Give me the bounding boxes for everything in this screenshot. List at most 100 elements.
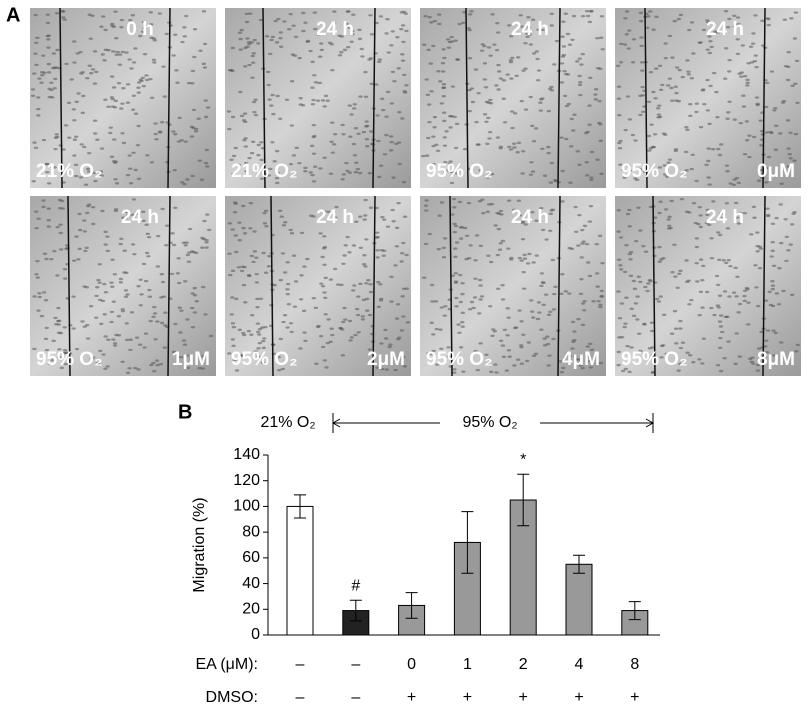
- cell: [279, 45, 284, 48]
- cell: [34, 226, 39, 230]
- cell: [773, 331, 778, 335]
- cell: [631, 38, 637, 41]
- cell: [39, 81, 44, 84]
- cell: [765, 81, 770, 85]
- cell: [312, 74, 317, 77]
- cell: [405, 321, 411, 324]
- y-tick-label: 20: [242, 601, 260, 618]
- cell: [281, 224, 287, 227]
- cell: [252, 250, 258, 253]
- cell: [116, 334, 122, 337]
- cell: [763, 166, 769, 170]
- cell: [529, 124, 535, 128]
- cell: [443, 169, 448, 172]
- cell: [330, 151, 336, 154]
- cell: [546, 364, 551, 367]
- cell: [201, 10, 207, 13]
- cell: [133, 47, 138, 50]
- cell: [111, 86, 117, 89]
- cell: [471, 306, 476, 310]
- cell: [61, 16, 66, 19]
- cell: [498, 242, 503, 245]
- cell: [46, 71, 52, 74]
- cell: [251, 52, 256, 55]
- cell: [786, 51, 791, 54]
- cell: [341, 262, 346, 265]
- cell: [744, 286, 750, 290]
- cell: [114, 37, 119, 40]
- row-cell: –: [351, 689, 360, 706]
- cell: [498, 145, 504, 148]
- cell: [36, 107, 41, 111]
- cell: [509, 77, 514, 80]
- dose-label: 4μM: [562, 349, 600, 370]
- cell: [655, 107, 661, 110]
- cell: [646, 282, 651, 285]
- cell: [698, 225, 703, 229]
- cell: [368, 290, 374, 294]
- cell: [51, 339, 56, 343]
- cell: [694, 237, 700, 240]
- cell: [342, 306, 347, 310]
- cell: [533, 352, 539, 356]
- cell: [384, 368, 389, 371]
- cell: [589, 9, 594, 13]
- cell: [615, 64, 621, 67]
- cell: [161, 295, 167, 298]
- cell: [742, 152, 748, 156]
- cell: [621, 168, 626, 172]
- cell: [686, 70, 691, 73]
- condition-label: 95% O₂: [426, 349, 493, 370]
- cell: [641, 110, 646, 114]
- cell: [56, 319, 61, 323]
- cell: [467, 88, 472, 92]
- cell: [194, 299, 199, 303]
- cell: [697, 41, 702, 44]
- cell: [54, 66, 59, 69]
- cell: [256, 355, 261, 358]
- cell: [241, 204, 246, 208]
- cell: [714, 90, 719, 94]
- cell: [717, 320, 723, 323]
- cell: [521, 220, 526, 223]
- cell: [561, 20, 566, 23]
- cell: [513, 326, 518, 330]
- cell: [155, 234, 161, 238]
- cell: [323, 276, 328, 280]
- cell: [770, 280, 775, 283]
- cell: [751, 362, 756, 365]
- cell: [99, 322, 104, 326]
- cell: [519, 25, 524, 28]
- cell: [534, 50, 540, 53]
- cell: [502, 328, 508, 331]
- cell: [570, 347, 575, 350]
- wound-edge: [167, 7, 171, 189]
- cell: [272, 160, 277, 163]
- cell: [542, 337, 547, 340]
- cell: [787, 152, 793, 156]
- cell: [788, 243, 793, 246]
- cell: [528, 173, 534, 176]
- cell: [500, 284, 505, 287]
- cell: [734, 295, 739, 298]
- cell: [305, 257, 310, 261]
- cell: [376, 60, 382, 64]
- cell: [737, 355, 742, 358]
- cell: [639, 44, 644, 48]
- cell: [190, 325, 196, 329]
- cell: [714, 30, 719, 33]
- cell: [389, 102, 394, 105]
- cell: [362, 218, 367, 221]
- cell: [639, 61, 645, 64]
- cell: [571, 14, 577, 18]
- cell: [277, 117, 283, 120]
- cell: [734, 332, 739, 335]
- cell: [128, 348, 133, 352]
- cell: [755, 103, 760, 107]
- cell: [458, 237, 464, 240]
- cell: [593, 93, 598, 96]
- cell: [329, 140, 334, 144]
- cell: [275, 181, 280, 185]
- cell: [674, 91, 679, 95]
- cell: [764, 351, 770, 354]
